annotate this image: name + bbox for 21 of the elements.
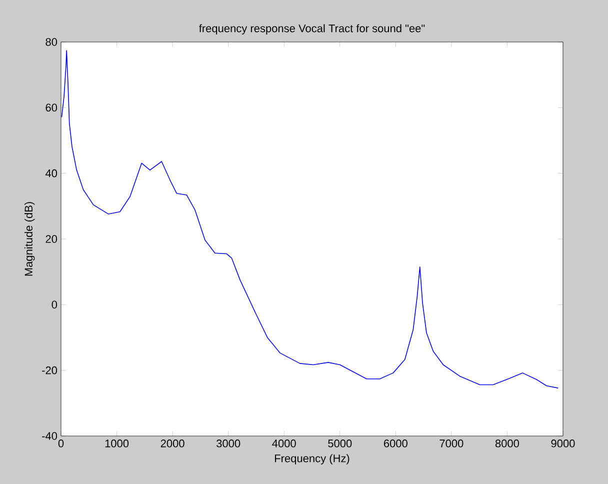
line-series bbox=[61, 50, 558, 388]
y-tick-label: 40 bbox=[45, 169, 58, 178]
y-tick-label: 20 bbox=[46, 235, 58, 243]
y-tick-label: -20 bbox=[42, 366, 58, 374]
x-tick-label: 3000 bbox=[216, 440, 240, 448]
x-tick-label: 8000 bbox=[495, 440, 520, 448]
x-axis-title: Frequency (Hz) bbox=[275, 454, 350, 464]
y-tick-label: -40 bbox=[42, 432, 58, 440]
x-tick-label: 5000 bbox=[328, 440, 352, 448]
x-tick-label: 1000 bbox=[105, 440, 129, 448]
y-tick-label: 60 bbox=[46, 104, 58, 112]
x-tick-label: 6000 bbox=[384, 440, 408, 448]
x-tick-label: 0 bbox=[58, 440, 64, 448]
x-tick-label: 9000 bbox=[551, 440, 575, 448]
y-tick-label: 80 bbox=[46, 38, 58, 46]
y-axis-title: Magnitude (dB) bbox=[24, 202, 35, 276]
y-tick-label: 0 bbox=[52, 300, 58, 309]
x-tick-label: 4000 bbox=[272, 440, 296, 448]
chart-title: frequency response Vocal Tract for sound "ee" bbox=[199, 24, 425, 34]
x-tick-label: 7000 bbox=[440, 440, 464, 448]
x-tick-label: 2000 bbox=[160, 440, 184, 448]
